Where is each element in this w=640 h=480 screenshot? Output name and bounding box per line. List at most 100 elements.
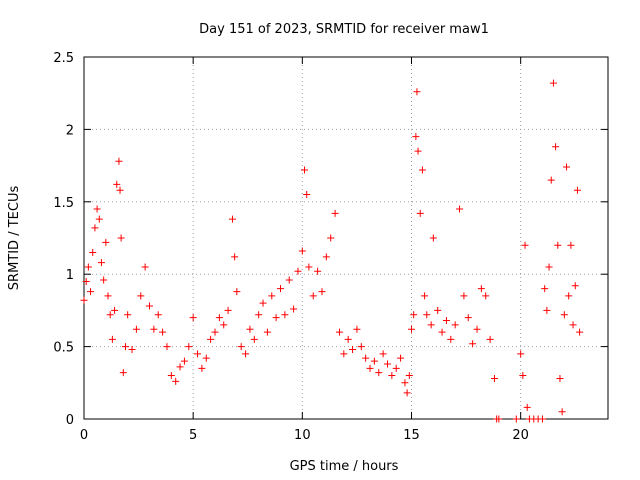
data-point bbox=[414, 147, 422, 155]
data-point bbox=[486, 335, 494, 343]
data-points bbox=[80, 79, 584, 423]
data-point bbox=[93, 205, 101, 213]
data-point bbox=[117, 234, 125, 242]
data-point bbox=[163, 343, 171, 351]
data-point bbox=[82, 277, 90, 285]
data-point bbox=[91, 224, 99, 232]
data-point bbox=[154, 311, 162, 319]
data-point bbox=[119, 369, 127, 377]
data-point bbox=[298, 247, 306, 255]
x-tick-label: 10 bbox=[294, 428, 311, 443]
data-point bbox=[211, 328, 219, 336]
data-point bbox=[477, 285, 485, 293]
data-point bbox=[263, 328, 271, 336]
y-tick-label: 1.5 bbox=[53, 196, 74, 211]
data-point bbox=[285, 276, 293, 284]
data-point bbox=[95, 215, 103, 223]
data-point bbox=[573, 186, 581, 194]
data-point bbox=[569, 321, 577, 329]
data-point bbox=[207, 335, 215, 343]
data-point bbox=[202, 354, 210, 362]
data-point bbox=[327, 234, 335, 242]
data-point bbox=[392, 364, 400, 372]
x-tick-label: 15 bbox=[403, 428, 420, 443]
data-point bbox=[194, 350, 202, 358]
data-point bbox=[104, 292, 112, 300]
data-point bbox=[541, 285, 549, 293]
axis-tick-labels: 0 5 10 15 20 0 0.5 1 1.5 2 2.5 bbox=[53, 51, 529, 443]
data-point bbox=[434, 306, 442, 314]
data-point bbox=[556, 374, 564, 382]
data-point bbox=[224, 306, 232, 314]
data-point bbox=[482, 292, 490, 300]
data-point bbox=[565, 292, 573, 300]
data-point bbox=[116, 186, 124, 194]
data-point bbox=[576, 328, 584, 336]
data-point bbox=[305, 263, 313, 271]
data-point bbox=[314, 267, 322, 275]
data-point bbox=[490, 374, 498, 382]
data-point bbox=[132, 325, 140, 333]
data-point bbox=[408, 325, 415, 333]
data-point bbox=[554, 241, 562, 249]
data-point bbox=[473, 325, 481, 333]
axis-ticks bbox=[83, 56, 608, 420]
data-point bbox=[375, 369, 383, 377]
data-point bbox=[150, 325, 158, 333]
data-point bbox=[560, 311, 568, 319]
data-point bbox=[246, 325, 254, 333]
plot-area-border bbox=[83, 56, 609, 420]
data-point bbox=[558, 408, 566, 416]
data-point bbox=[366, 364, 374, 372]
data-point bbox=[362, 354, 370, 362]
data-point bbox=[464, 314, 472, 322]
data-point bbox=[146, 302, 153, 310]
data-point bbox=[517, 350, 525, 358]
data-point bbox=[272, 314, 280, 322]
data-point bbox=[567, 241, 575, 249]
data-point bbox=[543, 306, 551, 314]
data-point bbox=[547, 176, 555, 184]
data-point bbox=[180, 357, 188, 365]
data-point bbox=[357, 343, 365, 351]
data-point bbox=[121, 343, 129, 351]
data-point bbox=[460, 292, 468, 300]
data-point bbox=[410, 311, 418, 319]
data-point bbox=[189, 314, 197, 322]
data-point bbox=[539, 415, 546, 423]
data-point bbox=[89, 248, 97, 256]
data-point bbox=[303, 191, 311, 199]
data-point bbox=[416, 209, 424, 217]
x-tick-label: 5 bbox=[189, 428, 197, 443]
data-point bbox=[231, 253, 239, 261]
data-point bbox=[233, 288, 241, 296]
data-point bbox=[84, 263, 92, 271]
data-point bbox=[405, 372, 413, 380]
data-point bbox=[379, 350, 387, 358]
data-point bbox=[423, 311, 431, 319]
data-point bbox=[309, 292, 317, 300]
data-point bbox=[250, 335, 258, 343]
x-axis-label: GPS time / hours bbox=[290, 459, 399, 474]
data-point bbox=[100, 276, 108, 284]
y-tick-label: 0.5 bbox=[53, 341, 74, 356]
data-point bbox=[322, 253, 330, 261]
data-point bbox=[318, 288, 326, 296]
data-point bbox=[413, 88, 421, 96]
data-point bbox=[242, 350, 250, 358]
data-point bbox=[220, 321, 228, 329]
data-point bbox=[451, 321, 459, 329]
data-point bbox=[335, 328, 343, 336]
data-point bbox=[97, 259, 105, 267]
data-point bbox=[167, 372, 175, 380]
data-point bbox=[397, 354, 405, 362]
data-point bbox=[563, 163, 571, 171]
data-point bbox=[456, 205, 464, 213]
data-point bbox=[512, 415, 520, 423]
data-point bbox=[228, 215, 236, 223]
data-point bbox=[80, 296, 88, 304]
data-point bbox=[349, 345, 357, 353]
data-point bbox=[403, 389, 411, 397]
y-tick-label: 2.5 bbox=[53, 51, 74, 66]
data-point bbox=[259, 299, 267, 307]
